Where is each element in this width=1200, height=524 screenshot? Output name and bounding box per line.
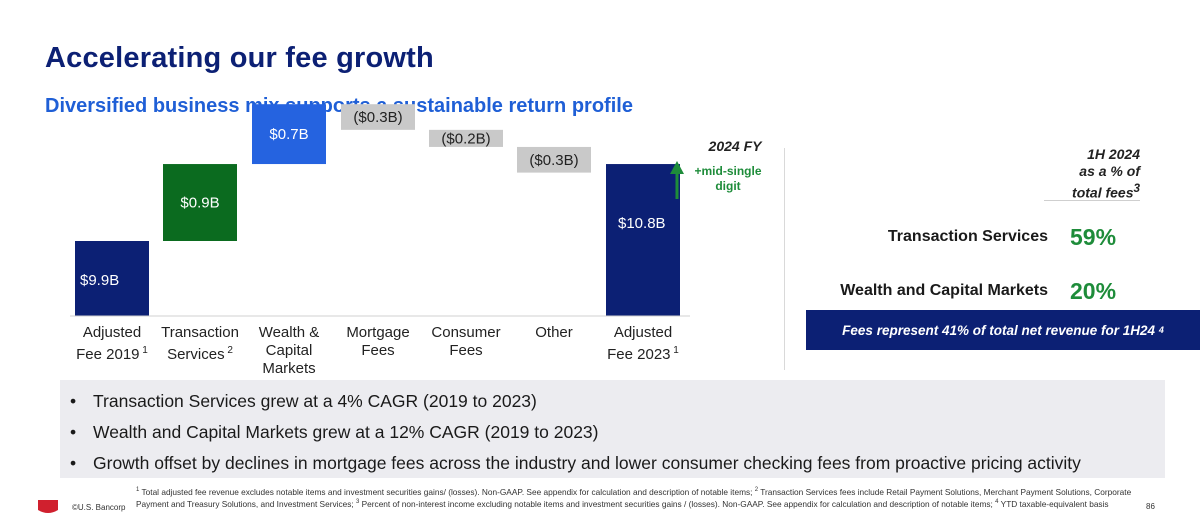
page-number: 86 xyxy=(1146,502,1155,511)
segment-name-wealth-capital-markets: Wealth and Capital Markets xyxy=(840,282,1048,299)
category-label: Transaction Services 2 xyxy=(161,324,239,363)
fee-mix-heading-line-3: total fees3 xyxy=(1072,182,1140,201)
segment-pct-wealth-capital-markets: 20% xyxy=(1070,278,1117,304)
bullet-text: Wealth and Capital Markets grew at a 12%… xyxy=(93,422,599,442)
category-label: Wealth & Capital Markets xyxy=(258,324,320,377)
bar-value-label: ($0.2B) xyxy=(441,130,490,147)
category-label: Mortgage Fees xyxy=(346,324,410,359)
bullet-item: • Transaction Services grew at a 4% CAGR … xyxy=(60,390,1165,418)
waterfall-bar xyxy=(606,164,680,316)
key-points-panel: • Transaction Services grew at a 4% CAGR … xyxy=(60,380,1165,478)
fee-mix-heading-underline xyxy=(1044,200,1140,201)
bar-value-label: ($0.3B) xyxy=(529,152,578,169)
fee-waterfall-chart: $9.9B $0.9B $0.7B ($0.3B) ($0.2B) ($0.3B) $10.… xyxy=(70,104,690,317)
bullet-item: • Wealth and Capital Markets grew at a 12… xyxy=(60,421,1165,449)
category-label: Adjusted Fee 2019 1 xyxy=(76,324,148,363)
bullet-item: • Growth offset by declines in mortgage f… xyxy=(60,452,1165,480)
waterfall-bar xyxy=(75,241,149,316)
bullet-dot: • xyxy=(70,453,77,473)
fees-share-text: Fees represent 41% of total net revenue … xyxy=(842,322,1156,338)
bar-value-label: $0.7B xyxy=(269,126,308,143)
bar-value-label: $0.9B xyxy=(180,195,219,212)
growth-arrow-icon xyxy=(670,161,684,199)
waterfall-bar xyxy=(429,129,503,147)
waterfall-bar xyxy=(341,104,415,130)
bar-value-label: ($0.3B) xyxy=(353,109,402,126)
fees-share-callout: Fees represent 41% of total net revenue … xyxy=(806,310,1200,350)
page-subtitle: Diversified business mix supports a sust… xyxy=(45,95,633,117)
annotation-line-2: digit xyxy=(715,179,741,193)
copyright: ©U.S. Bancorp xyxy=(72,503,126,512)
fee-mix-heading: 1H 2024 as a % of total fees3 xyxy=(1040,146,1140,202)
annotation-line-1: +mid-single xyxy=(694,164,762,178)
bar-value-label: $9.9B xyxy=(80,272,119,289)
page-title: Accelerating our fee growth xyxy=(45,42,434,74)
bullet-text: Transaction Services grew at a 4% CAGR (… xyxy=(93,391,537,411)
bullet-dot: • xyxy=(70,391,77,411)
bullet-dot: • xyxy=(70,422,77,442)
fees-share-sup: 4 xyxy=(1158,325,1164,335)
segment-pct-transaction-services: 59% xyxy=(1070,224,1117,250)
annotation-heading: 2024 FY xyxy=(708,138,762,154)
category-label: Adjusted Fee 2023 1 xyxy=(607,324,679,363)
waterfall-bar xyxy=(252,104,326,165)
bullet-text: Growth offset by declines in mortgage fe… xyxy=(93,453,1081,473)
waterfall-bar xyxy=(163,164,237,241)
us-bancorp-logo-icon xyxy=(38,500,58,513)
annotation-text: +mid-single digit xyxy=(688,164,768,194)
bar-value-label: $10.8B xyxy=(618,215,666,232)
waterfall-bar xyxy=(517,146,591,173)
footnotes: 1 Total adjusted fee revenue excludes no… xyxy=(136,486,1132,510)
fee-mix-heading-line-1: 1H 2024 xyxy=(1087,146,1140,162)
fee-mix-heading-line-2: as a % of xyxy=(1079,163,1140,179)
category-label: Consumer Fees xyxy=(431,324,501,359)
category-label: Other xyxy=(535,324,573,341)
segment-name-transaction-services: Transaction Services xyxy=(887,228,1048,245)
vertical-divider xyxy=(784,148,785,370)
fee-mix-heading-sup: 3 xyxy=(1133,182,1140,195)
